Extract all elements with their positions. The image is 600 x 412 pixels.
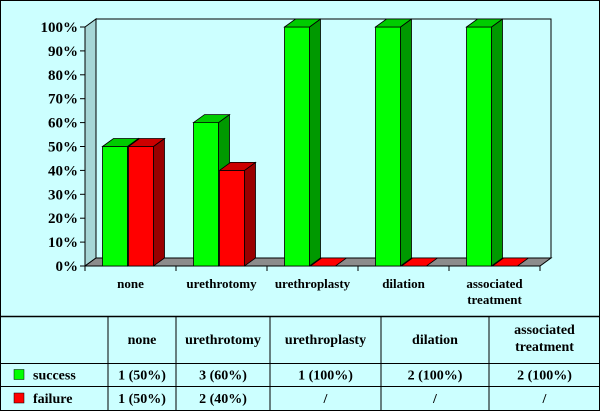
table-header-cell: treatment <box>515 340 574 355</box>
bar-flat <box>309 257 348 267</box>
table-cell: / <box>323 392 329 407</box>
y-tick-label: 70% <box>48 92 78 108</box>
bar-front <box>193 122 219 267</box>
bar-top <box>127 138 166 147</box>
y-tick-label: 100% <box>41 20 79 36</box>
y-tick-label: 40% <box>48 163 78 179</box>
table-cell: 2 (40%) <box>199 392 247 407</box>
table-cell: 1 (50%) <box>118 392 166 407</box>
table-cell: 1 (100%) <box>298 369 353 384</box>
table-cell: / <box>432 392 438 407</box>
plot-area: 0% 10% 20% 30% 40% 50% 60% 70% 80% 90% 100% none ure… <box>0 0 600 317</box>
data-table: none urethrotomy urethroplasty dilation asso… <box>0 315 600 411</box>
side-wall <box>84 18 97 267</box>
bar-failure <box>400 257 439 267</box>
bar-flat <box>491 257 530 267</box>
bar-side <box>244 161 256 267</box>
y-tick-label: 90% <box>48 44 78 60</box>
bar-top <box>465 18 504 28</box>
x-tick-label: treatment <box>467 292 522 307</box>
y-tick-label: 20% <box>48 211 78 227</box>
x-tick-label: associated <box>466 276 523 291</box>
bar-success <box>465 18 504 267</box>
bar-success <box>374 18 413 267</box>
bar-failure <box>127 137 166 267</box>
bar-front <box>219 169 245 267</box>
y-tick-label: 30% <box>48 187 78 203</box>
bar-failure <box>491 257 530 267</box>
x-tick-label: none <box>117 276 144 291</box>
bar-top <box>192 114 231 123</box>
table-header-cell: none <box>128 333 157 348</box>
table-header-cell: urethroplasty <box>285 333 366 348</box>
table-cell: 3 (60%) <box>199 369 247 384</box>
y-tick-label: 80% <box>48 68 78 84</box>
table-cell: 2 (100%) <box>517 369 572 384</box>
bar-side <box>491 18 503 267</box>
bar-front <box>466 26 492 267</box>
bar-flat <box>400 257 439 267</box>
table-cell: 2 (100%) <box>408 369 463 384</box>
bar-top <box>374 18 413 28</box>
table-cell: / <box>542 392 548 407</box>
bar-top <box>283 18 322 28</box>
bar-front <box>102 146 128 267</box>
x-tick-label: urethrotomy <box>186 276 257 291</box>
table-cell: 1 (50%) <box>118 369 166 384</box>
bar-top <box>218 161 257 171</box>
x-tick-label: urethroplasty <box>275 276 351 291</box>
table-header-cell: urethrotomy <box>185 333 261 348</box>
y-tick-label: 60% <box>48 116 78 132</box>
x-tick-label: dilation <box>382 276 425 291</box>
y-tick-label: 0% <box>56 259 79 275</box>
bar-front <box>375 26 401 267</box>
legend-label-failure: failure <box>33 392 72 407</box>
bar-side <box>153 137 165 267</box>
bar-front <box>284 26 310 267</box>
legend-key-failure <box>13 392 25 404</box>
y-tick-label: 10% <box>48 235 78 251</box>
table-header-cell: dilation <box>412 333 458 348</box>
bar-top <box>101 138 140 147</box>
bar-front <box>128 146 154 267</box>
bar-side <box>309 18 321 267</box>
bar-side <box>400 18 412 267</box>
legend-label-success: success <box>33 369 76 384</box>
y-tick-label: 50% <box>48 140 78 156</box>
legend-key-success <box>13 369 25 380</box>
bar-failure <box>309 257 348 267</box>
bar-failure <box>218 161 257 267</box>
bar-success <box>283 18 322 267</box>
table-header-cell: associated <box>514 323 575 338</box>
